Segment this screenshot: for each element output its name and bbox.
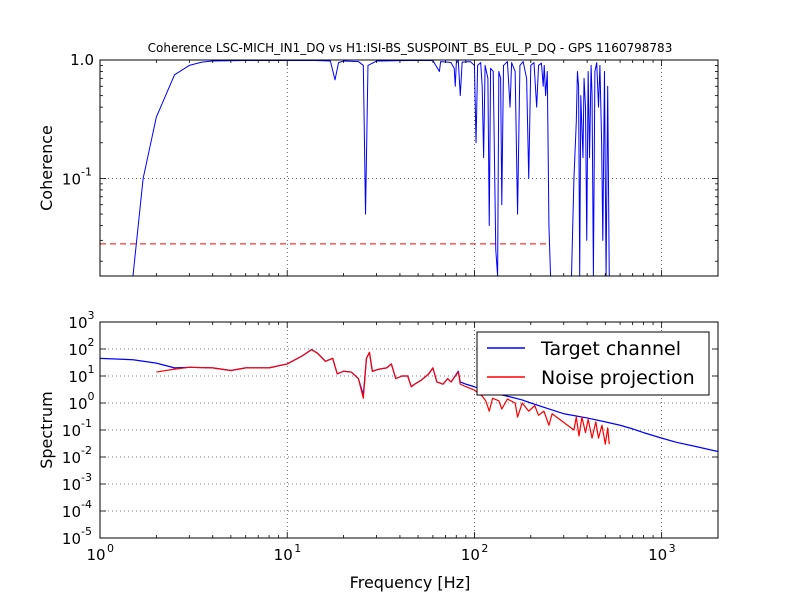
y-tick-label: 10 [62, 449, 81, 467]
y-tick-label-exponent: -4 [81, 498, 92, 511]
y-tick-label-exponent: 2 [88, 336, 95, 349]
y-tick-label: 10 [62, 170, 81, 188]
y-tick-label-exponent: -2 [81, 444, 92, 457]
y-tick-label: 10 [68, 395, 87, 413]
x-tick-label-exponent: 1 [294, 542, 301, 555]
noise-projection-series-line [156, 349, 610, 445]
y-tick-label: 10 [68, 314, 87, 332]
figure-title: Coherence LSC-MICH_IN1_DQ vs H1:ISI-BS_S… [148, 41, 673, 55]
y-tick-label-exponent: -1 [81, 165, 92, 178]
x-tick-label: 10 [461, 546, 480, 564]
plot-frame [99, 59, 719, 277]
y-axis-label: Spectrum [37, 391, 56, 469]
y-tick-label-exponent: 0 [88, 390, 95, 403]
y-tick-label-exponent: -3 [81, 471, 92, 484]
x-tick-label: 10 [648, 546, 667, 564]
y-tick-label: 10 [62, 530, 81, 548]
spectrum-panel: 10 0 10 1 10 2 10 310 -510 -410 -310 -210 -110 010 110… [37, 309, 719, 564]
y-tick-label-exponent: -1 [81, 417, 92, 430]
x-tick-label-exponent: 0 [107, 542, 114, 555]
legend-label: Noise projection [541, 367, 695, 389]
legend-label: Target channel [540, 338, 681, 360]
y-axis-label: Coherence [37, 125, 56, 211]
y-tick-label: 10 [68, 341, 87, 359]
y-tick-label-exponent: -5 [81, 525, 92, 538]
y-tick-label: 1.0 [70, 51, 94, 69]
legend-box [476, 331, 710, 396]
x-axis-label: Frequency [Hz] [350, 573, 471, 592]
coherence-series-line [132, 60, 610, 276]
legend: Target channel Noise projection [476, 331, 710, 396]
y-tick-label-exponent: 1 [88, 363, 95, 376]
x-tick-label: 10 [274, 546, 293, 564]
y-tick-label: 10 [62, 422, 81, 440]
x-tick-label-exponent: 3 [669, 542, 676, 555]
y-tick-label-exponent: 3 [88, 309, 95, 322]
x-tick-label-exponent: 2 [481, 542, 488, 555]
y-tick-label: 10 [62, 503, 81, 521]
coherence-panel: 10 -1 1.0 Coherence [37, 51, 719, 277]
y-tick-label: 10 [62, 476, 81, 494]
x-tick-label: 10 [86, 546, 105, 564]
y-tick-label: 10 [68, 368, 87, 386]
